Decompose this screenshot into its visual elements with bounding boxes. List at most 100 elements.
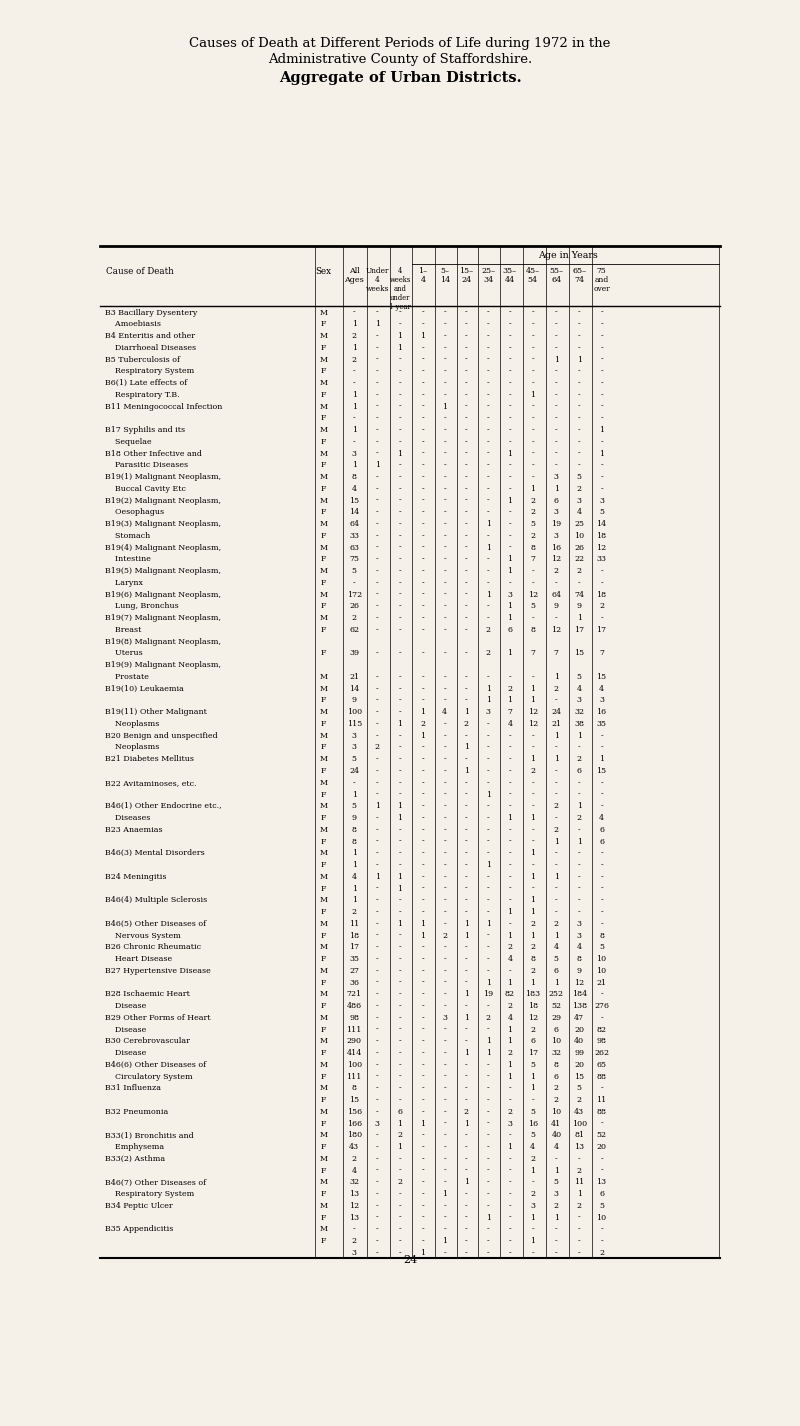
Text: 14: 14 [349,684,359,693]
Text: B32 Pneumonia: B32 Pneumonia [105,1108,168,1115]
Text: -: - [578,826,581,834]
Text: 18: 18 [349,931,359,940]
Text: -: - [487,850,490,857]
Text: -: - [465,543,468,552]
Text: 1: 1 [507,556,512,563]
Text: 1: 1 [398,344,402,352]
Text: 16: 16 [551,543,562,552]
Text: -: - [398,837,402,846]
Text: Neoplasms: Neoplasms [105,743,159,752]
Text: -: - [509,509,511,516]
Text: B33(1) Bronchitis and: B33(1) Bronchitis and [105,1131,194,1139]
Text: -: - [422,897,424,904]
Text: 9: 9 [352,696,357,704]
Text: 1: 1 [530,850,535,857]
Text: 2: 2 [599,1249,604,1256]
Text: -: - [465,391,468,399]
Text: -: - [376,931,378,940]
Text: -: - [465,1144,468,1151]
Text: Sex: Sex [315,267,331,275]
Text: 1: 1 [530,696,535,704]
Text: -: - [443,978,446,987]
Text: 2: 2 [599,602,604,610]
Text: B17 Syphilis and its: B17 Syphilis and its [105,426,185,434]
Text: -: - [398,779,402,787]
Text: 2: 2 [486,626,490,635]
Text: Neoplasms: Neoplasms [105,720,159,729]
Text: M: M [319,709,327,716]
Text: 100: 100 [572,1119,587,1128]
Text: B27 Hypertensive Disease: B27 Hypertensive Disease [105,967,210,975]
Text: 8: 8 [352,826,357,834]
Text: B46(7) Other Diseases of: B46(7) Other Diseases of [105,1178,206,1186]
Text: -: - [443,1144,446,1151]
Text: -: - [443,696,446,704]
Text: 4: 4 [507,1014,512,1022]
Text: -: - [487,908,490,915]
Text: 9: 9 [352,814,357,821]
Text: F: F [321,368,326,375]
Text: 2: 2 [464,1108,469,1115]
Text: F: F [321,790,326,799]
Text: -: - [487,1119,490,1128]
Text: -: - [422,1131,424,1139]
Text: -: - [443,626,446,635]
Text: -: - [443,1002,446,1010]
Text: -: - [422,649,424,657]
Text: M: M [319,1014,327,1022]
Text: -: - [376,355,378,364]
Text: -: - [443,861,446,868]
Text: 13: 13 [597,1178,606,1186]
Text: 1: 1 [530,978,535,987]
Text: 12: 12 [528,720,538,729]
Text: 64: 64 [349,520,359,528]
Text: -: - [376,402,378,411]
Text: -: - [443,1155,446,1162]
Text: 1: 1 [486,543,490,552]
Text: -: - [487,368,490,375]
Text: -: - [600,743,603,752]
Text: 4: 4 [352,485,357,493]
Text: -: - [376,673,378,682]
Text: -: - [422,1155,424,1162]
Text: -: - [376,626,378,635]
Text: 1: 1 [352,402,357,411]
Text: -: - [555,908,558,915]
Text: -: - [376,1166,378,1175]
Text: F: F [321,955,326,963]
Text: -: - [509,826,511,834]
Text: 138: 138 [572,1002,587,1010]
Text: -: - [487,1097,490,1104]
Text: M: M [319,803,327,810]
Text: Aggregate of Urban Districts.: Aggregate of Urban Districts. [278,71,522,86]
Text: -: - [443,779,446,787]
Text: Diseases: Diseases [105,814,150,821]
Text: -: - [509,426,511,434]
Text: 2: 2 [442,931,447,940]
Text: -: - [398,967,402,975]
Text: 1: 1 [486,1037,490,1045]
Text: -: - [422,756,424,763]
Text: 8: 8 [352,837,357,846]
Text: M: M [319,332,327,341]
Text: -: - [422,1002,424,1010]
Text: 21: 21 [551,720,562,729]
Text: M: M [319,615,327,622]
Text: 41: 41 [551,1119,562,1128]
Text: 1: 1 [464,1119,469,1128]
Text: -: - [600,803,603,810]
Text: 1: 1 [507,978,512,987]
Text: F: F [321,837,326,846]
Text: -: - [465,1002,468,1010]
Text: 1: 1 [507,1037,512,1045]
Text: -: - [398,1025,402,1034]
Text: M: M [319,402,327,411]
Text: B46(4) Multiple Sclerosis: B46(4) Multiple Sclerosis [105,897,207,904]
Text: 45–
54: 45– 54 [526,267,540,284]
Text: 2: 2 [554,803,559,810]
Text: -: - [555,779,558,787]
Text: -: - [443,826,446,834]
Text: -: - [578,897,581,904]
Text: 1: 1 [421,709,426,716]
Text: 4: 4 [442,709,447,716]
